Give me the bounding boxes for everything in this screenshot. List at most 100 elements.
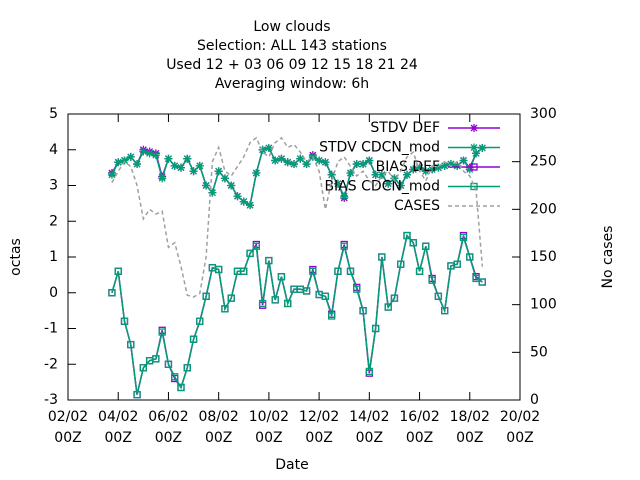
marker (365, 367, 373, 376)
marker (264, 143, 273, 152)
marker (371, 324, 380, 333)
marker (428, 276, 436, 284)
marker (446, 160, 455, 169)
x-tick-label: 00Z (205, 430, 232, 446)
x-tick-label: 06/02 (148, 409, 188, 425)
marker (333, 179, 342, 188)
marker (478, 278, 486, 286)
x-tick-label: 00Z (406, 430, 433, 446)
x-tick-label: 02/02 (48, 409, 88, 425)
legend-label: STDV DEF (370, 120, 440, 136)
legend-label: BIAS DEF (376, 159, 440, 175)
marker (421, 167, 430, 176)
marker (164, 360, 173, 368)
marker (434, 163, 443, 172)
y-axis-label: octas (8, 238, 24, 276)
marker (371, 170, 380, 179)
marker (441, 306, 449, 315)
series-line (111, 147, 483, 207)
marker (397, 260, 405, 268)
y-tick-label: 3 (49, 178, 58, 194)
y-tick-label: -3 (44, 392, 58, 408)
marker (227, 181, 236, 190)
marker (472, 149, 481, 158)
marker (302, 160, 311, 169)
title-line: Used 12 + 03 06 09 12 15 18 21 24 (166, 57, 418, 73)
marker (195, 161, 204, 170)
marker (384, 303, 392, 311)
marker (440, 161, 449, 170)
y-tick-label: 1 (49, 249, 58, 265)
marker (409, 165, 418, 174)
marker (277, 273, 286, 281)
marker (114, 267, 122, 275)
y2-tick-label: 0 (530, 392, 539, 408)
x-tick-label: 00Z (506, 430, 533, 446)
series-line (111, 233, 483, 395)
marker (145, 149, 154, 158)
series-line (111, 136, 484, 298)
y-tick-label: 0 (49, 285, 58, 301)
marker (353, 285, 361, 293)
marker (359, 160, 368, 169)
marker (315, 156, 324, 165)
marker (327, 170, 336, 179)
legend-marker (470, 163, 478, 171)
marker (321, 292, 330, 300)
marker (321, 158, 330, 167)
marker (359, 306, 367, 315)
x-axis-label: Date (275, 457, 308, 473)
marker (139, 147, 148, 156)
marker (328, 312, 336, 320)
marker (151, 151, 160, 160)
marker (126, 152, 135, 161)
marker (208, 188, 217, 197)
x-tick-label: 18/02 (450, 409, 490, 425)
marker (284, 299, 292, 308)
marker (221, 305, 229, 313)
marker (215, 265, 223, 274)
marker (189, 335, 198, 343)
y2-tick-label: 300 (530, 106, 557, 122)
marker (252, 242, 260, 250)
marker (271, 156, 280, 165)
marker (127, 340, 135, 349)
marker (459, 156, 468, 165)
series-line (111, 147, 483, 207)
marker (415, 267, 424, 275)
marker (246, 201, 255, 210)
marker (365, 156, 374, 165)
y-tick-label: 4 (49, 142, 58, 158)
title-line: Low clouds (253, 19, 330, 35)
marker (409, 239, 417, 247)
marker (120, 156, 129, 165)
marker (302, 287, 311, 295)
legend-label: BIAS CDCN_mod (324, 179, 440, 195)
marker (107, 170, 116, 179)
marker (258, 145, 267, 154)
marker (133, 160, 142, 169)
marker (290, 160, 298, 169)
marker (384, 179, 393, 188)
y-tick-label: -1 (44, 321, 58, 337)
marker (271, 296, 279, 304)
x-tick-label: 14/02 (349, 409, 389, 425)
plot-frame (67, 113, 521, 401)
marker (434, 292, 443, 300)
marker (202, 292, 210, 300)
marker (340, 242, 348, 250)
marker (246, 249, 254, 258)
marker (403, 231, 411, 240)
marker (170, 161, 179, 170)
x-tick-label: 00Z (105, 430, 132, 446)
marker (133, 390, 141, 399)
x-tick-label: 00Z (155, 430, 182, 446)
y2-tick-label: 50 (530, 344, 548, 360)
marker (164, 154, 173, 163)
marker (422, 242, 430, 250)
marker (177, 163, 185, 172)
marker (346, 168, 355, 177)
marker (139, 364, 147, 372)
series-line (111, 233, 483, 395)
